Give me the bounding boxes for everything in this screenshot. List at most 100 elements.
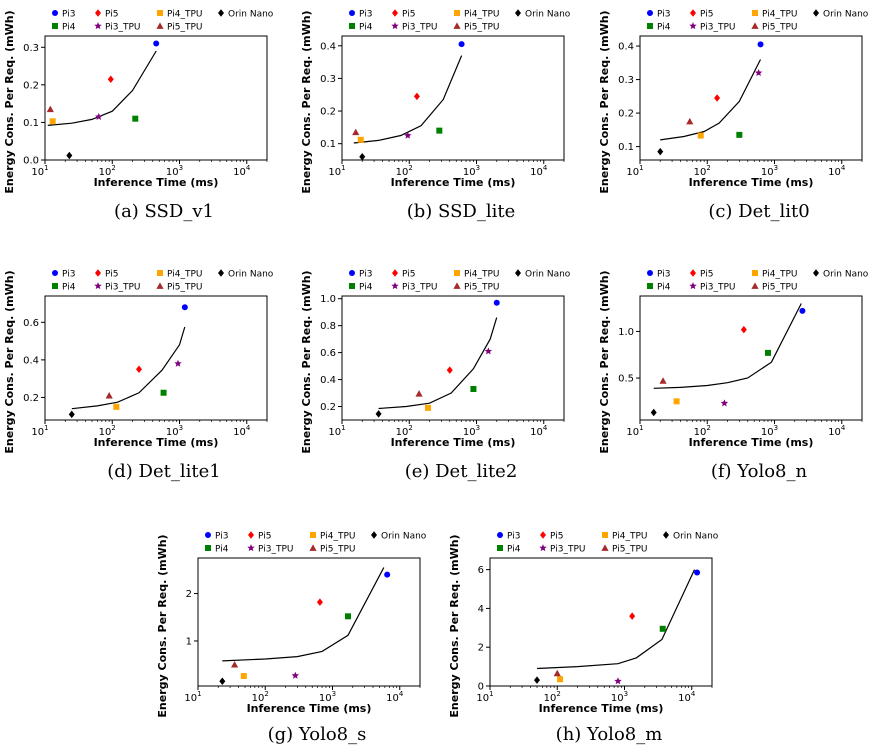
x-tick-label: 104 bbox=[828, 424, 846, 438]
subplot-2: Pi3 Pi5 Pi4_TPU Orin Nano Pi4 Pi3_TPU Pi5_TPU 1… bbox=[300, 9, 571, 222]
legend-label: Orin Nano bbox=[673, 532, 719, 542]
data-point-pi4-tpu bbox=[557, 676, 564, 683]
legend-marker-pi5 bbox=[690, 9, 696, 17]
y-tick-label: 0.3 bbox=[618, 75, 634, 86]
legend-label: Pi5_TPU bbox=[762, 23, 797, 33]
legend-marker-pi5 bbox=[95, 9, 101, 17]
y-tick-label: 0.4 bbox=[320, 41, 336, 52]
plot-frame bbox=[639, 295, 863, 421]
x-tick-exponent: 3 bbox=[624, 690, 628, 698]
data-point-pi3-tpu bbox=[720, 399, 729, 407]
legend-label: Pi5_TPU bbox=[762, 283, 797, 293]
x-tick-exponent: 4 bbox=[399, 690, 404, 698]
data-point-pi4 bbox=[436, 127, 443, 134]
data-point-pi3-tpu bbox=[95, 112, 103, 120]
legend: Pi3 Pi5 Pi4_TPU Orin Nano Pi4 Pi3_TPU Pi5_TPU bbox=[52, 269, 274, 293]
legend-marker-pi5 bbox=[95, 269, 101, 277]
x-tick-label: 101 bbox=[328, 424, 345, 438]
legend-label: Pi3 bbox=[359, 270, 372, 280]
data-point-orin-nano bbox=[375, 410, 382, 418]
legend-label: Pi4_TPU bbox=[167, 270, 202, 280]
subplot-6: Pi3 Pi5 Pi4_TPU Orin Nano Pi4 Pi3_TPU Pi5_TPU 1… bbox=[598, 269, 869, 482]
legend-label: Orin Nano bbox=[525, 270, 571, 280]
legend-marker-pi4 bbox=[349, 23, 355, 29]
x-axis-label: Inference Time (ms) bbox=[689, 176, 814, 189]
x-tick-exponent: 3 bbox=[476, 164, 480, 172]
subplot-caption: (a) SSD_v1 bbox=[114, 201, 214, 222]
data-point-pi3 bbox=[181, 304, 188, 311]
subplot-3: Pi3 Pi5 Pi4_TPU Orin Nano Pi4 Pi3_TPU Pi5_TPU 1… bbox=[598, 9, 869, 222]
trend-curve bbox=[653, 303, 802, 389]
subplot-4: Pi3 Pi5 Pi4_TPU Orin Nano Pi4 Pi3_TPU Pi5_TPU 1… bbox=[3, 269, 274, 482]
y-axis-label: Energy Cons. Per Req. (mWh) bbox=[448, 534, 461, 717]
data-point-pi3 bbox=[799, 307, 806, 314]
x-tick-label: 101 bbox=[31, 424, 48, 438]
legend-marker-pi3 bbox=[52, 10, 58, 16]
legend: Pi3 Pi5 Pi4_TPU Orin Nano Pi4 Pi3_TPU Pi5_TPU bbox=[349, 9, 571, 33]
legend-marker-pi3-tpu bbox=[247, 544, 255, 552]
legend-marker-pi3 bbox=[349, 10, 355, 16]
data-point-orin-nano bbox=[219, 677, 226, 686]
x-tick-exponent: 4 bbox=[543, 164, 548, 172]
legend-label: Pi3 bbox=[657, 10, 670, 20]
y-tick-label: 0.1 bbox=[618, 142, 634, 153]
legend: Pi3 Pi5 Pi4_TPU Orin Nano Pi4 Pi3_TPU Pi5_TPU bbox=[497, 531, 719, 555]
data-point-pi4-tpu bbox=[49, 118, 56, 125]
y-axis-label: Energy Cons. Per Req. (mWh) bbox=[3, 270, 16, 453]
y-tick-label: 0.6 bbox=[23, 318, 39, 329]
legend-marker-pi3 bbox=[205, 532, 211, 538]
x-tick-label: 104 bbox=[828, 164, 846, 178]
legend-marker-pi5 bbox=[540, 531, 546, 539]
data-point-pi5-tpu bbox=[553, 669, 561, 677]
legend-label: Pi4_TPU bbox=[464, 10, 499, 20]
y-tick-label: 2 bbox=[186, 589, 192, 600]
trend-curve bbox=[222, 567, 385, 662]
data-point-pi4-tpu bbox=[240, 673, 247, 680]
legend-label: Pi4 bbox=[507, 545, 521, 555]
x-tick-exponent: 3 bbox=[179, 424, 183, 432]
legend-marker-pi5 bbox=[392, 269, 398, 277]
legend-label: Pi4 bbox=[657, 283, 671, 293]
plot-frame bbox=[44, 295, 268, 421]
y-tick-label: 0.5 bbox=[618, 374, 634, 385]
legend-marker-pi5-tpu bbox=[453, 282, 461, 289]
legend-marker-orin-nano bbox=[515, 9, 521, 17]
x-tick-exponent: 2 bbox=[264, 690, 268, 698]
data-point-pi5 bbox=[446, 366, 453, 374]
legend-marker-orin-nano bbox=[218, 269, 224, 277]
legend-marker-pi3-tpu bbox=[689, 282, 697, 290]
legend-label: Pi3 bbox=[215, 532, 228, 542]
x-axis-label: Inference Time (ms) bbox=[247, 702, 372, 715]
y-tick-label: 2 bbox=[478, 643, 484, 654]
data-point-pi3 bbox=[694, 569, 701, 576]
legend-marker-pi4 bbox=[647, 283, 653, 289]
y-tick-label: 0.1 bbox=[23, 118, 39, 129]
subplot-1: Pi3 Pi5 Pi4_TPU Orin Nano Pi4 Pi3_TPU Pi5_TPU 1… bbox=[3, 9, 274, 222]
legend-marker-pi5 bbox=[690, 269, 696, 277]
y-tick-label: 0.2 bbox=[320, 402, 336, 413]
legend-label: Pi3_TPU bbox=[550, 545, 585, 555]
data-point-pi4 bbox=[764, 349, 771, 356]
y-tick-label: 0.8 bbox=[320, 321, 336, 332]
y-axis-label: Energy Cons. Per Req. (mWh) bbox=[300, 270, 313, 453]
x-tick-exponent: 1 bbox=[639, 424, 643, 432]
subplot-caption: (d) Det_lite1 bbox=[107, 461, 220, 482]
legend-marker-pi4-tpu bbox=[454, 10, 460, 16]
legend-marker-pi4 bbox=[205, 545, 211, 551]
legend-label: Pi4_TPU bbox=[464, 270, 499, 280]
legend-label: Pi4_TPU bbox=[762, 270, 797, 280]
x-tick-exponent: 1 bbox=[639, 164, 643, 172]
legend-label: Pi5 bbox=[402, 270, 415, 280]
x-axis-label: Inference Time (ms) bbox=[94, 436, 219, 449]
legend-marker-orin-nano bbox=[371, 531, 377, 539]
legend-label: Pi3_TPU bbox=[402, 283, 437, 293]
legend-marker-pi5-tpu bbox=[751, 282, 759, 289]
legend-label: Pi4 bbox=[359, 283, 373, 293]
data-point-pi5-tpu bbox=[46, 105, 54, 113]
data-point-pi4 bbox=[345, 613, 352, 620]
legend-label: Orin Nano bbox=[525, 10, 571, 20]
data-point-pi3-tpu bbox=[174, 359, 182, 367]
legend-marker-orin-nano bbox=[515, 269, 521, 277]
data-point-pi3-tpu bbox=[291, 671, 300, 679]
